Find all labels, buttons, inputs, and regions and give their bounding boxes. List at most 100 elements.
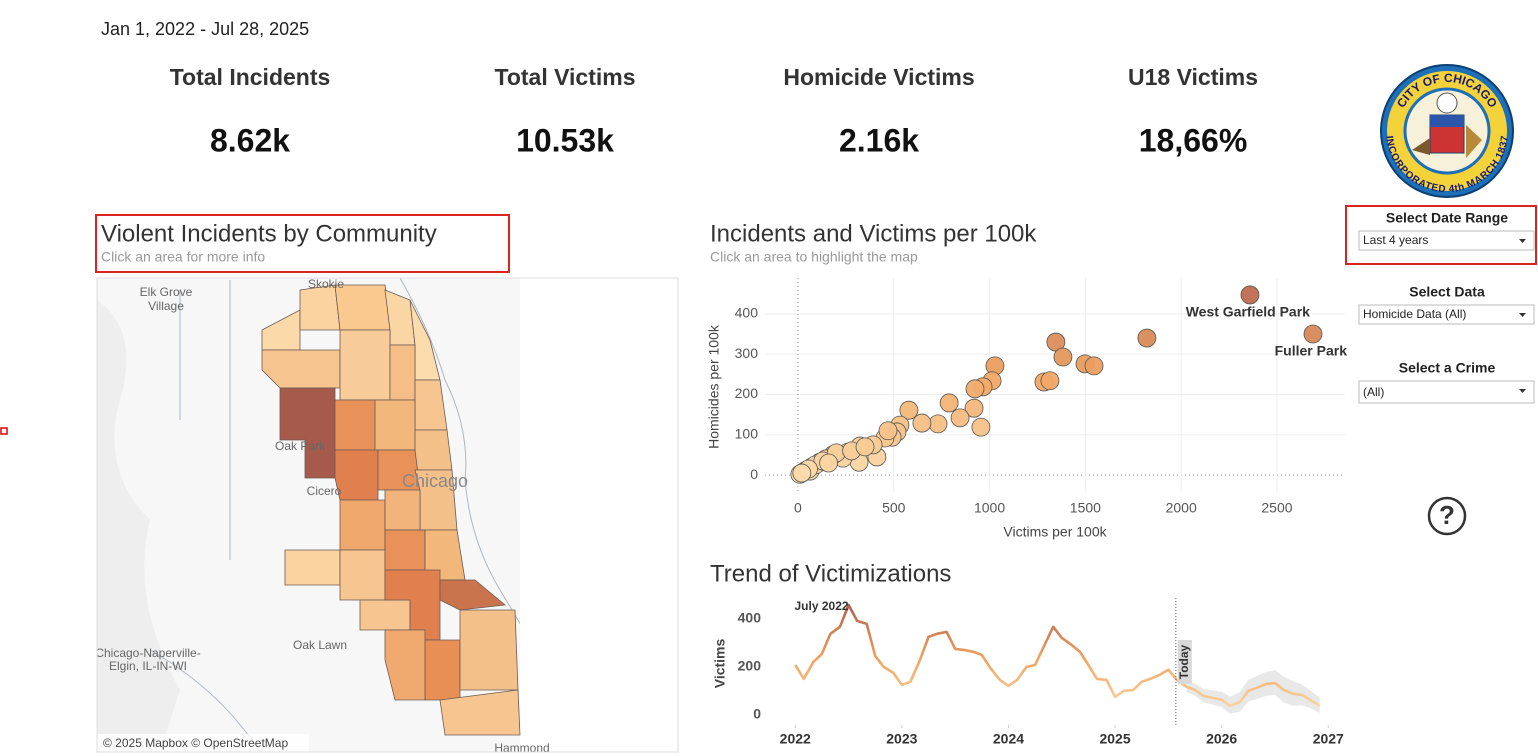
x-tick-label: 2025 xyxy=(1099,731,1130,747)
place-label: Hammond xyxy=(494,741,549,755)
place-label: Chicago-Naperville- xyxy=(95,646,200,660)
x-tick-label: 2022 xyxy=(780,731,811,747)
lake xyxy=(520,278,678,752)
kpi-value: 18,66% xyxy=(1139,122,1248,158)
data-point[interactable] xyxy=(1053,347,1073,367)
data-point[interactable] xyxy=(792,463,812,483)
map-title: Violent Incidents by Community xyxy=(101,220,437,247)
x-tick-label: 2027 xyxy=(1313,731,1344,747)
data-point[interactable] xyxy=(1084,356,1104,376)
point-label: West Garfield Park xyxy=(1186,304,1310,320)
date-range: Jan 1, 2022 - Jul 28, 2025 xyxy=(101,19,309,39)
dropdown-value[interactable]: (All) xyxy=(1363,385,1384,399)
community-area[interactable] xyxy=(279,387,336,479)
community-area[interactable] xyxy=(284,549,341,586)
community-area[interactable] xyxy=(439,579,506,611)
data-point[interactable] xyxy=(965,379,985,399)
place-label: Oak Lawn xyxy=(293,638,347,652)
help-circle[interactable] xyxy=(1427,496,1467,536)
x-tick-label: 2000 xyxy=(1166,500,1197,516)
highlight-box xyxy=(1345,205,1537,265)
attribution-bg xyxy=(97,734,309,752)
control-label: Select Date Range xyxy=(1386,210,1508,226)
community-area[interactable] xyxy=(334,399,376,451)
data-point[interactable] xyxy=(950,408,970,428)
y-tick-label: 400 xyxy=(738,610,762,626)
peak-label: July 2022 xyxy=(795,599,849,613)
point-label: Fuller Park xyxy=(1275,343,1348,359)
place-label: Elk Grove xyxy=(140,285,193,299)
community-area[interactable] xyxy=(374,399,416,451)
x-tick-label: 1000 xyxy=(974,500,1005,516)
y-tick-label: 100 xyxy=(735,425,759,441)
place-label: Skokie xyxy=(308,277,344,291)
data-point[interactable] xyxy=(964,398,984,418)
data-point[interactable] xyxy=(939,393,959,413)
x-tick-label: 1500 xyxy=(1070,500,1101,516)
help-button[interactable]: ? xyxy=(1427,496,1467,536)
place-label: Elgin, IL-IN-WI xyxy=(109,659,187,673)
map-texture xyxy=(97,300,180,752)
community-area[interactable] xyxy=(359,599,411,631)
data-point[interactable] xyxy=(819,453,839,473)
kpi-row: Total Incidents 8.62k Total Victims 10.5… xyxy=(170,64,1258,158)
today-label-bg xyxy=(1177,640,1192,684)
dropdown[interactable]: Homicide Data (All) xyxy=(1358,304,1535,325)
data-point[interactable] xyxy=(1137,328,1157,348)
dropdown-box[interactable] xyxy=(1358,304,1535,325)
place-label: Oak Park xyxy=(275,439,326,453)
data-point[interactable] xyxy=(928,414,948,434)
data-point[interactable] xyxy=(855,437,875,457)
community-area[interactable] xyxy=(414,429,453,471)
dropdown[interactable]: (All) xyxy=(1358,380,1535,404)
dropdown-box[interactable] xyxy=(1358,380,1535,404)
community-area[interactable] xyxy=(439,689,521,736)
dropdown-arrow[interactable] xyxy=(1519,239,1526,243)
controls: Select Date Range Last 4 years Select Data… xyxy=(1358,210,1535,404)
today-label: Today xyxy=(1177,644,1191,679)
x-tick-label: 2500 xyxy=(1261,500,1292,516)
data-point[interactable] xyxy=(899,400,919,420)
dropdown-value[interactable]: Homicide Data (All) xyxy=(1363,307,1466,321)
community-area[interactable] xyxy=(299,284,341,331)
kpi-value: 2.16k xyxy=(839,122,919,158)
community-area[interactable] xyxy=(424,639,461,701)
y-tick-label: 200 xyxy=(738,658,762,674)
community-area[interactable] xyxy=(459,609,519,691)
community-area[interactable] xyxy=(339,499,386,551)
data-point[interactable] xyxy=(912,413,932,433)
x-tick-label: 500 xyxy=(882,500,906,516)
data-point[interactable] xyxy=(1240,285,1260,305)
map-frame xyxy=(96,277,679,753)
dropdown-arrow[interactable] xyxy=(1519,389,1526,393)
community-area[interactable] xyxy=(334,449,379,501)
dropdown[interactable]: Last 4 years xyxy=(1358,230,1535,251)
data-point[interactable] xyxy=(878,421,898,441)
scatter-title: Incidents and Victims per 100k xyxy=(710,220,1037,247)
x-tick-label: 2024 xyxy=(993,731,1024,747)
line-title: Trend of Victimizations xyxy=(710,560,951,587)
x-tick-label: 2026 xyxy=(1206,731,1237,747)
data-point[interactable] xyxy=(1303,324,1323,344)
data-point[interactable] xyxy=(971,417,991,437)
community-area[interactable] xyxy=(334,284,391,331)
help-icon[interactable]: ? xyxy=(1439,500,1455,530)
y-axis-title: Homicides per 100k xyxy=(706,324,722,449)
community-area[interactable] xyxy=(389,344,416,401)
community-area[interactable] xyxy=(384,529,426,571)
place-label: Cicero xyxy=(307,484,342,498)
dropdown-arrow[interactable] xyxy=(1519,313,1526,317)
control-label: Select Data xyxy=(1409,284,1485,300)
community-area[interactable] xyxy=(384,489,421,531)
dropdown-value[interactable]: Last 4 years xyxy=(1363,233,1428,247)
community-area[interactable] xyxy=(339,549,386,601)
data-point[interactable] xyxy=(1040,371,1060,391)
x-tick-label: 2023 xyxy=(886,731,917,747)
trend-line xyxy=(794,603,1321,708)
community-area[interactable] xyxy=(384,629,426,701)
community-area[interactable] xyxy=(339,329,391,401)
dropdown-box[interactable] xyxy=(1358,230,1535,251)
